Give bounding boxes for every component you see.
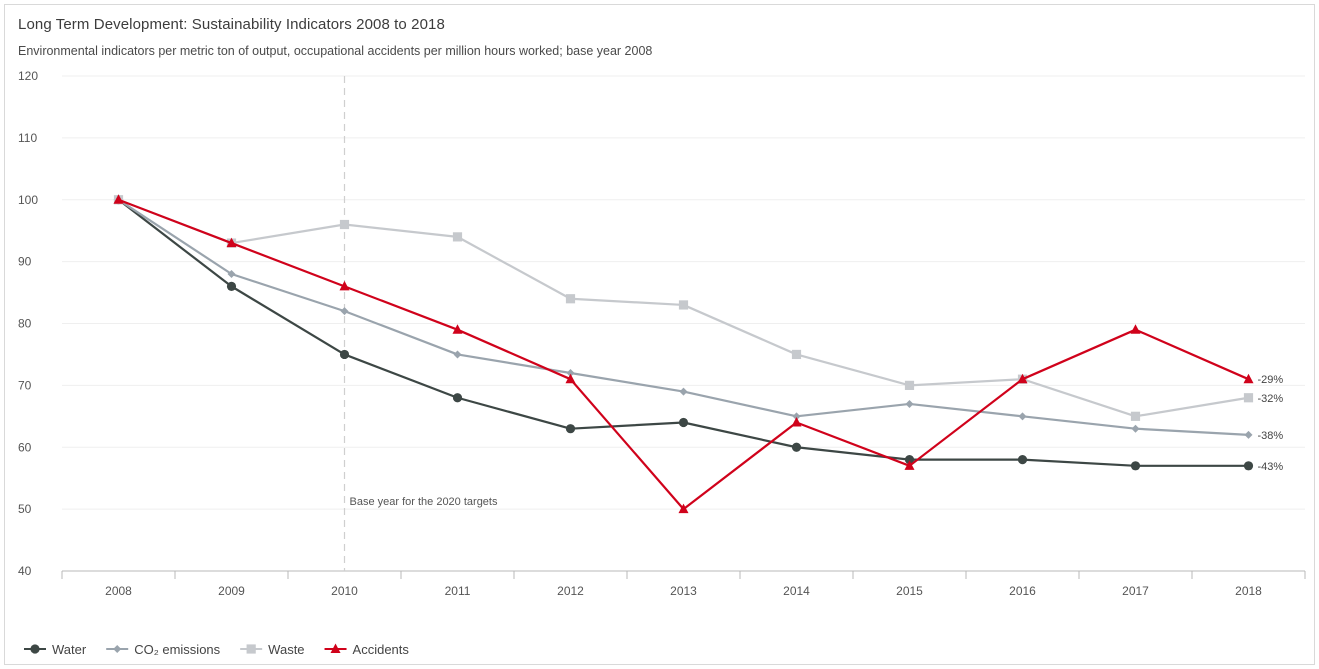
legend-item: Waste xyxy=(240,642,305,657)
data-point xyxy=(1017,373,1028,384)
data-point xyxy=(452,232,463,242)
end-label: -32% xyxy=(1258,393,1284,405)
x-tick-label: 2008 xyxy=(105,584,132,598)
y-tick-label: 40 xyxy=(18,564,32,578)
chart-title: Long Term Development: Sustainability In… xyxy=(18,16,445,33)
data-point xyxy=(339,280,350,291)
series-water xyxy=(113,195,1254,471)
data-point xyxy=(565,373,576,384)
legend-label: Waste xyxy=(268,642,304,657)
x-tick-label: 2010 xyxy=(331,584,358,598)
data-point xyxy=(791,442,802,452)
data-point xyxy=(226,281,237,291)
data-point xyxy=(678,417,689,428)
grid-lines xyxy=(62,75,1305,510)
data-point xyxy=(791,349,802,360)
x-tick-label: 2014 xyxy=(783,584,810,598)
data-point xyxy=(113,194,124,204)
data-point xyxy=(113,645,122,653)
legend-label: Water xyxy=(52,642,87,657)
x-axis: 2008 2009 2010 2011 2012 2013 2014 2015 2016 2017… xyxy=(61,570,1306,598)
y-tick-label: 60 xyxy=(18,440,32,454)
y-tick-label: 100 xyxy=(18,193,38,207)
x-tick-label: 2009 xyxy=(218,584,245,598)
series-lines xyxy=(113,194,1254,514)
legend-item: Accidents xyxy=(324,642,410,657)
annotation-text: Base year for the 2020 targets xyxy=(350,496,498,508)
end-label: -29% xyxy=(1258,374,1284,386)
series-waste xyxy=(113,195,1254,421)
data-point xyxy=(1130,461,1141,471)
data-point xyxy=(330,643,341,653)
data-point xyxy=(565,424,576,434)
legend: Water CO₂ emissions Waste Accidents xyxy=(24,642,409,657)
chart-subtitle: Environmental indicators per metric ton … xyxy=(18,44,653,58)
data-point xyxy=(452,324,463,334)
x-tick-label: 2011 xyxy=(445,584,471,598)
y-tick-label: 80 xyxy=(18,317,32,331)
data-point xyxy=(904,460,915,470)
data-point xyxy=(566,369,575,377)
data-point xyxy=(791,417,802,427)
y-tick-label: 90 xyxy=(18,255,32,269)
data-point xyxy=(904,380,915,390)
series-accidents xyxy=(113,194,1254,514)
legend-label: CO₂ emissions xyxy=(134,642,220,657)
data-point xyxy=(1243,461,1254,471)
data-point xyxy=(452,393,463,403)
data-point xyxy=(453,350,462,359)
data-point xyxy=(565,294,576,304)
legend-label: Accidents xyxy=(353,642,410,657)
data-point xyxy=(246,644,256,654)
x-tick-label: 2017 xyxy=(1122,584,1149,598)
end-label: -38% xyxy=(1258,430,1284,442)
chart-frame xyxy=(4,4,1315,665)
data-point xyxy=(679,387,688,396)
legend-item: Water xyxy=(24,642,87,657)
data-point xyxy=(1017,455,1028,465)
x-tick-label: 2012 xyxy=(557,584,584,598)
end-labels: -43% -38% -32% -29% xyxy=(1258,374,1284,473)
y-tick-label: 50 xyxy=(18,502,32,516)
data-point xyxy=(226,237,237,248)
series-co2-emissions xyxy=(114,195,1253,439)
data-point xyxy=(339,219,350,230)
data-point xyxy=(1243,373,1254,384)
data-point xyxy=(1131,424,1140,433)
legend-item: CO₂ emissions xyxy=(106,642,221,657)
data-point xyxy=(904,455,915,465)
data-point xyxy=(339,349,350,360)
y-tick-label: 70 xyxy=(18,378,32,392)
y-tick-labels: 40 50 60 70 80 90 100 110 120 xyxy=(18,69,38,578)
x-tick-label: 2018 xyxy=(1235,584,1262,598)
data-point xyxy=(227,270,236,278)
data-point xyxy=(792,412,801,421)
y-tick-label: 120 xyxy=(18,69,38,83)
data-point xyxy=(678,503,689,514)
data-point xyxy=(1130,411,1141,421)
data-point xyxy=(1244,430,1253,439)
data-point xyxy=(1018,412,1027,421)
x-tick-label: 2016 xyxy=(1009,584,1036,598)
data-point xyxy=(30,644,40,654)
data-point xyxy=(1243,393,1254,403)
end-label: -43% xyxy=(1258,461,1284,473)
y-tick-label: 110 xyxy=(18,131,37,145)
x-tick-label: 2015 xyxy=(896,584,923,598)
x-tick-label: 2013 xyxy=(670,584,697,598)
data-point xyxy=(905,399,914,408)
data-point xyxy=(1130,324,1141,334)
annotation: Base year for the 2020 targets xyxy=(343,76,498,571)
series-line xyxy=(117,198,1249,436)
data-point xyxy=(678,300,689,310)
data-point xyxy=(340,307,349,316)
